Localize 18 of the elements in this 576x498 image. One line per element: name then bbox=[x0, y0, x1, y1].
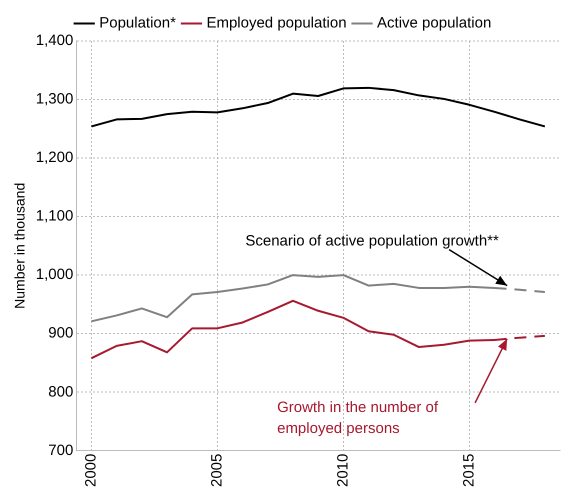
annotation: Growth in the number of employed persons bbox=[277, 398, 439, 437]
y-axis-title: Number in thousand bbox=[11, 182, 28, 309]
x-tick-label: 2010 bbox=[334, 454, 352, 488]
y-tick-label: 800 bbox=[48, 383, 74, 400]
annotation: Scenario of active population growth** bbox=[245, 232, 500, 250]
y-tick-label: 1,100 bbox=[36, 208, 74, 225]
y-tick-label: 1,400 bbox=[36, 32, 74, 50]
legend-label: Employed population bbox=[206, 14, 347, 32]
y-tick-label: 900 bbox=[48, 324, 74, 342]
y-tick-label: 1,000 bbox=[36, 266, 74, 284]
x-tick-label: 2015 bbox=[460, 454, 478, 488]
y-tick-label: 700 bbox=[48, 442, 74, 459]
legend-label: Population* bbox=[99, 14, 176, 32]
y-tick-label: 1,200 bbox=[36, 149, 74, 166]
x-tick-label: 2000 bbox=[82, 454, 100, 488]
y-tick-label: 1,300 bbox=[36, 90, 74, 108]
legend-label: Active population bbox=[377, 14, 492, 32]
x-tick-label: 2005 bbox=[208, 454, 226, 488]
